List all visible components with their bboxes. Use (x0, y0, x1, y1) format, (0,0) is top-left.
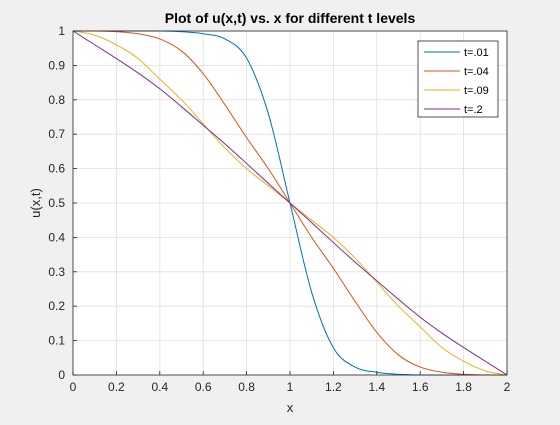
y-axis-label: u(x,t) (28, 188, 43, 218)
legend: t=.01 t=.04 t=.09 t=.2 (417, 40, 499, 118)
y-tick-label: 1 (58, 24, 65, 38)
y-tick-label: 0.1 (48, 334, 65, 348)
y-tick-label: 0.2 (48, 299, 65, 313)
y-tick-label: 0.9 (48, 58, 65, 72)
x-tick-label: 0.4 (151, 380, 168, 394)
x-tick-label: 1.2 (325, 380, 342, 394)
legend-label: t=.2 (464, 104, 483, 116)
y-tick-label: 0.6 (48, 162, 65, 176)
x-tick-label: 0 (70, 380, 77, 394)
y-tick-label: 0.8 (48, 93, 65, 107)
tick-layer: 0 0.2 0.4 0.6 0.8 1 1.2 1.4 1.6 1.8 2 0 0.1 0.2 0.3 0.4… (48, 24, 510, 394)
x-tick-label: 1.4 (368, 380, 385, 394)
y-tick-label: 0.7 (48, 127, 65, 141)
y-tick-label: 0 (58, 368, 65, 382)
legend-label: t=.04 (464, 66, 489, 78)
x-tick-label: 1.8 (455, 380, 472, 394)
legend-label: t=.01 (464, 47, 489, 59)
x-tick-label: 0.8 (238, 380, 255, 394)
x-tick-label: 0.2 (108, 380, 125, 394)
y-tick-label: 0.4 (48, 230, 65, 244)
x-tick-label: 0.6 (195, 380, 212, 394)
chart-title: Plot of u(x,t) vs. x for different t lev… (165, 10, 416, 26)
x-tick-label: 1 (287, 380, 294, 394)
x-tick-label: 1.6 (412, 380, 429, 394)
y-tick-label: 0.3 (48, 265, 65, 279)
legend-box (417, 40, 499, 118)
y-tick-label: 0.5 (48, 196, 65, 210)
x-axis-label: x (287, 400, 294, 415)
legend-label: t=.09 (464, 85, 489, 97)
x-tick-label: 2 (504, 380, 511, 394)
series-line-4 (72, 30, 508, 376)
